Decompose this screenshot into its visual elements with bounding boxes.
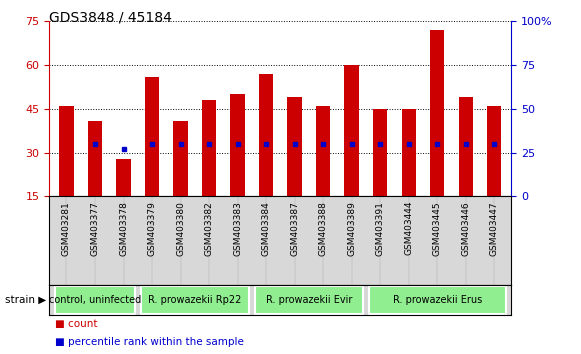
Text: GSM403387: GSM403387 [290,201,299,256]
Bar [231,94,245,196]
Bar [116,159,131,196]
Text: ■ percentile rank within the sample: ■ percentile rank within the sample [55,337,244,347]
Bar [173,120,188,196]
Text: GSM403389: GSM403389 [347,201,356,256]
Bar [145,77,159,196]
Text: GSM403379: GSM403379 [148,201,156,256]
FancyBboxPatch shape [55,286,135,314]
Bar [316,106,330,196]
Text: GDS3848 / 45184: GDS3848 / 45184 [49,11,172,25]
Text: GSM403281: GSM403281 [62,201,71,256]
Bar [88,120,102,196]
Bar [288,97,302,196]
Bar [430,30,444,196]
Text: R. prowazekii Rp22: R. prowazekii Rp22 [148,295,242,305]
Text: strain ▶: strain ▶ [5,295,46,305]
Text: control, uninfected: control, uninfected [49,295,141,305]
Bar [487,106,501,196]
Text: GSM403378: GSM403378 [119,201,128,256]
Bar [59,106,74,196]
Bar [401,109,416,196]
Text: ■ count: ■ count [55,319,98,329]
Bar [373,109,388,196]
Text: GSM403446: GSM403446 [461,201,470,256]
Text: GSM403445: GSM403445 [433,201,442,256]
Text: GSM403444: GSM403444 [404,201,413,255]
Text: GSM403382: GSM403382 [205,201,214,256]
Bar [202,100,216,196]
Text: GSM403388: GSM403388 [318,201,328,256]
Text: GSM403391: GSM403391 [376,201,385,256]
Text: GSM403380: GSM403380 [176,201,185,256]
Bar [458,97,473,196]
Bar [345,65,358,196]
Text: GSM403447: GSM403447 [490,201,498,256]
FancyBboxPatch shape [141,286,249,314]
Text: GSM403377: GSM403377 [91,201,99,256]
Text: R. prowazekii Evir: R. prowazekii Evir [266,295,352,305]
FancyBboxPatch shape [254,286,363,314]
Text: GSM403383: GSM403383 [233,201,242,256]
FancyBboxPatch shape [369,286,505,314]
Text: GSM403384: GSM403384 [261,201,271,256]
Bar [259,74,273,196]
Text: R. prowazekii Erus: R. prowazekii Erus [393,295,482,305]
